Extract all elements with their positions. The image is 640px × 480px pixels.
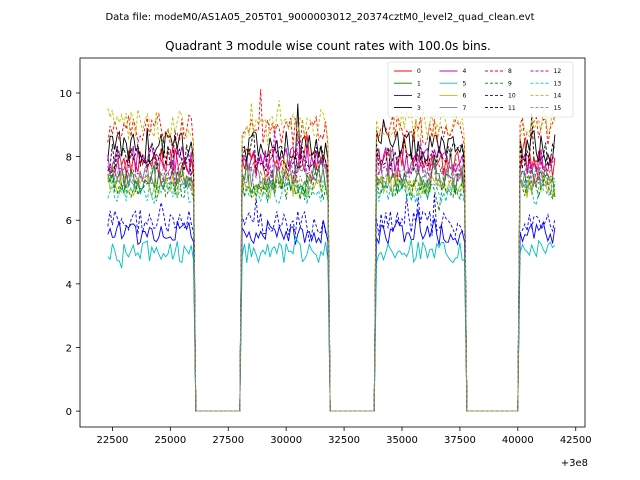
legend-label-5: 5 [463, 80, 467, 87]
chart-suptitle: Data file: modeM0/AS1A05_205T01_90000030… [105, 12, 534, 23]
x-tick-label: 35000 [386, 435, 418, 446]
legend-label-7: 7 [463, 105, 467, 112]
legend-label-3: 3 [417, 105, 421, 112]
legend-label-10: 10 [508, 93, 516, 100]
axes-layer: 22500 25000 27500 30000 32500 35000 37500 40000… [59, 57, 592, 446]
series-line-15 [107, 151, 556, 412]
series-line-10 [107, 193, 556, 412]
x-tick-label: 22500 [97, 435, 129, 446]
series-line-5 [107, 234, 556, 412]
legend-frame [387, 61, 574, 118]
x-tick-label: 30000 [270, 435, 302, 446]
chart-title: Quadrant 3 module wise count rates with … [165, 39, 491, 53]
legend-label-2: 2 [417, 93, 421, 100]
legend-label-14: 14 [554, 93, 562, 100]
y-tick-label: 6 [66, 216, 72, 227]
series-line-14 [107, 100, 556, 412]
legend-label-8: 8 [508, 68, 512, 75]
x-tick-label: 42500 [560, 435, 592, 446]
legend-label-15: 15 [554, 105, 562, 112]
x-tick-label: 32500 [328, 435, 360, 446]
legend-label-13: 13 [554, 80, 562, 87]
series-line-13 [107, 178, 556, 412]
legend-label-1: 1 [417, 80, 421, 87]
legend-label-4: 4 [463, 68, 467, 75]
series-line-11 [107, 113, 556, 412]
series-line-2 [107, 209, 556, 412]
x-offset-label: +3e8 [561, 458, 588, 469]
x-tick-label: 37500 [444, 435, 476, 446]
plot-frame [79, 57, 586, 428]
series-layer [107, 89, 556, 412]
legend-label-9: 9 [508, 80, 512, 87]
y-tick-label: 2 [66, 343, 72, 354]
y-tick-label: 0 [66, 407, 72, 418]
legend-label-11: 11 [508, 105, 516, 112]
y-tick-label: 8 [66, 153, 72, 164]
x-tick-label: 27500 [212, 435, 244, 446]
legend-label-6: 6 [463, 93, 467, 100]
series-line-9 [107, 161, 556, 412]
x-tick-label: 25000 [154, 435, 186, 446]
y-tick-label: 10 [59, 89, 72, 100]
series-line-0 [107, 134, 556, 412]
series-line-4 [107, 145, 556, 412]
y-tick-label: 4 [66, 280, 72, 291]
legend-label-12: 12 [554, 68, 562, 75]
x-tick-label: 40000 [502, 435, 534, 446]
legend-label-0: 0 [417, 68, 421, 75]
